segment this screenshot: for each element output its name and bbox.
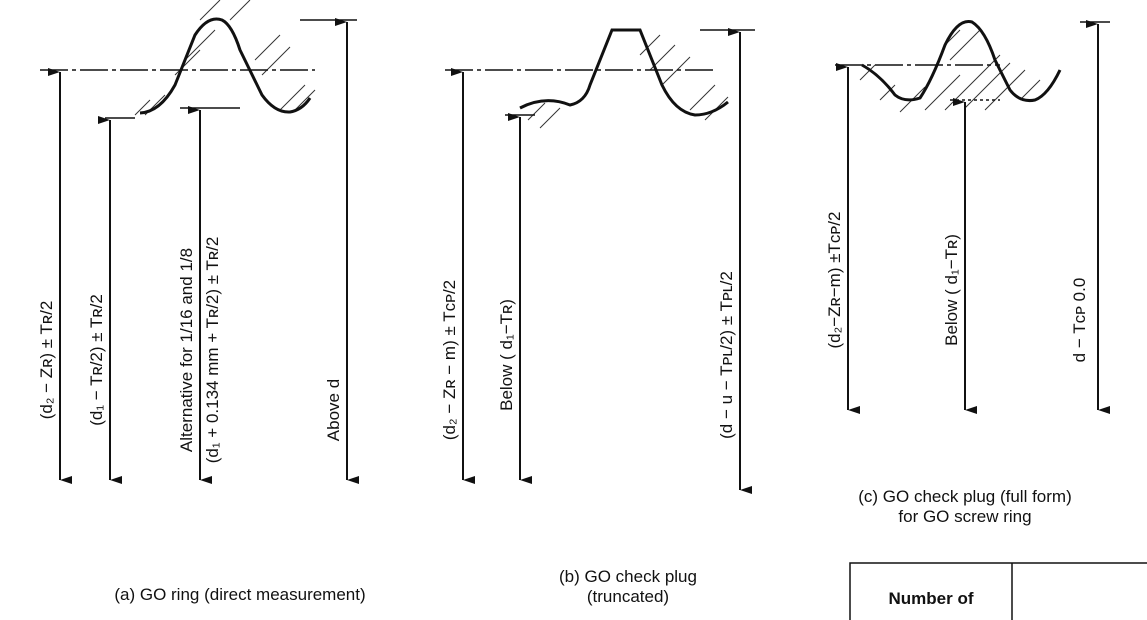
dimension-label: d − Tᴄᴘ 0.0	[1070, 278, 1089, 363]
caption: for GO screw ring	[898, 507, 1031, 526]
panel-a: (d₂ − Zʀ) ± Tʀ/2 (d₁ − Tʀ/2) ± Tʀ/2 Alte…	[37, 0, 366, 604]
panel-b: (d₂ − Zʀ − m) ± Tᴄᴘ/2 Below ( d₁−Tʀ) (d …	[440, 28, 755, 606]
dimension-label: (d₂ − Zʀ − m) ± Tᴄᴘ/2	[440, 280, 459, 440]
caption: (b) GO check plug	[559, 567, 697, 586]
thread-profile	[861, 19, 1062, 102]
dimension-label: Below ( d₁−Tʀ)	[497, 299, 516, 411]
dimension-label: Above d	[324, 379, 343, 441]
dimension-label: (d₁ + 0.134 mm + Tʀ/2) ± Tʀ/2	[203, 237, 222, 464]
table-border	[849, 562, 1147, 620]
thread-profile	[139, 17, 312, 115]
dimension-label: (d − u − Tᴘʟ/2) ± Tᴘʟ/2	[717, 271, 736, 439]
dimension-label: (d₂ − Zʀ) ± Tʀ/2	[37, 301, 56, 420]
dimension-label: (d₂−Zʀ−m) ±Tᴄᴘ/2	[825, 212, 844, 349]
caption: (a) GO ring (direct measurement)	[114, 585, 365, 604]
table-header: Number of	[889, 589, 974, 608]
thread-profile	[519, 28, 729, 117]
dimension-label: Below ( d₁−Tʀ)	[942, 234, 961, 346]
caption: (truncated)	[587, 587, 669, 606]
panel-c: (d₂−Zʀ−m) ±Tᴄᴘ/2 Below ( d₁−Tʀ) d − Tᴄᴘ …	[825, 19, 1110, 526]
dimension-label: Alternative for 1/16 and 1/8	[177, 248, 196, 452]
caption: (c) GO check plug (full form)	[858, 487, 1072, 506]
table: Number of	[849, 562, 1147, 620]
hatching	[134, 0, 316, 116]
dimension-label: (d₁ − Tʀ/2) ± Tʀ/2	[87, 294, 106, 426]
